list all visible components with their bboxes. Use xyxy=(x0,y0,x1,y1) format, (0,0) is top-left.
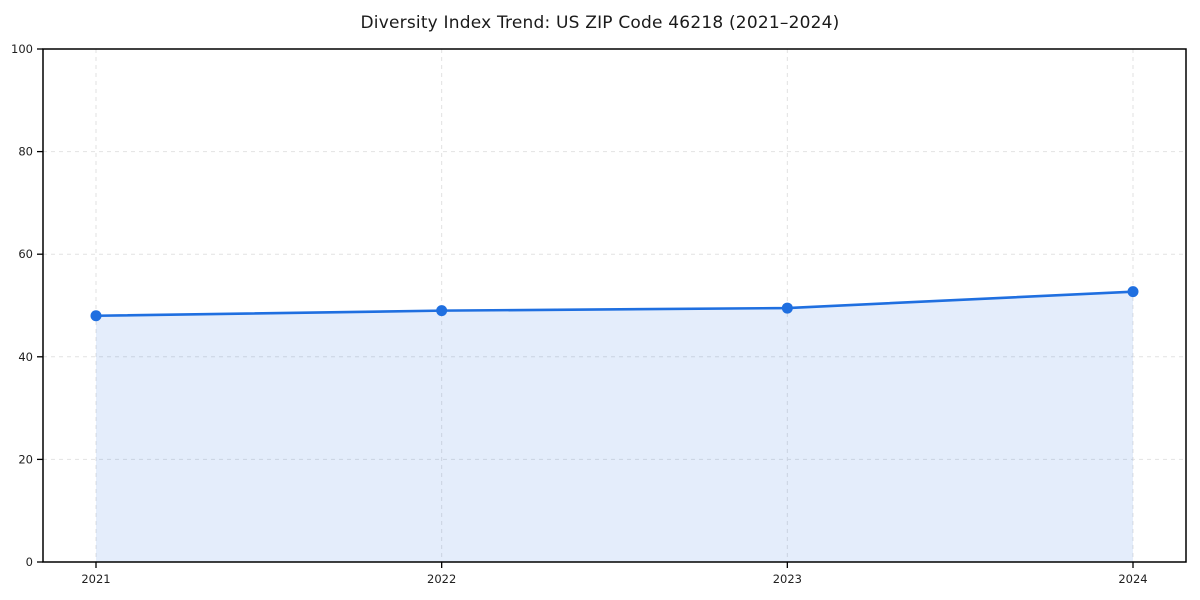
data-point-marker xyxy=(1127,286,1139,298)
plot-border xyxy=(42,48,1187,563)
y-tick-label: 20 xyxy=(18,452,33,466)
data-point-marker xyxy=(90,310,102,322)
y-tick-label: 0 xyxy=(26,555,33,569)
data-point-marker xyxy=(436,305,448,317)
y-tick-label: 100 xyxy=(11,42,33,56)
y-tick-label: 60 xyxy=(18,247,33,261)
area-fill xyxy=(96,291,1133,562)
x-tick-label: 2021 xyxy=(81,572,110,586)
chart-title: Diversity Index Trend: US ZIP Code 46218… xyxy=(360,13,840,33)
y-tick-label: 80 xyxy=(18,145,33,159)
data-point-marker xyxy=(781,302,793,314)
x-tick-label: 2024 xyxy=(1118,572,1147,586)
trend-line xyxy=(94,290,1135,318)
x-tick-label: 2022 xyxy=(427,572,456,586)
x-tick-label: 2023 xyxy=(773,572,802,586)
y-tick-label: 40 xyxy=(18,350,33,364)
